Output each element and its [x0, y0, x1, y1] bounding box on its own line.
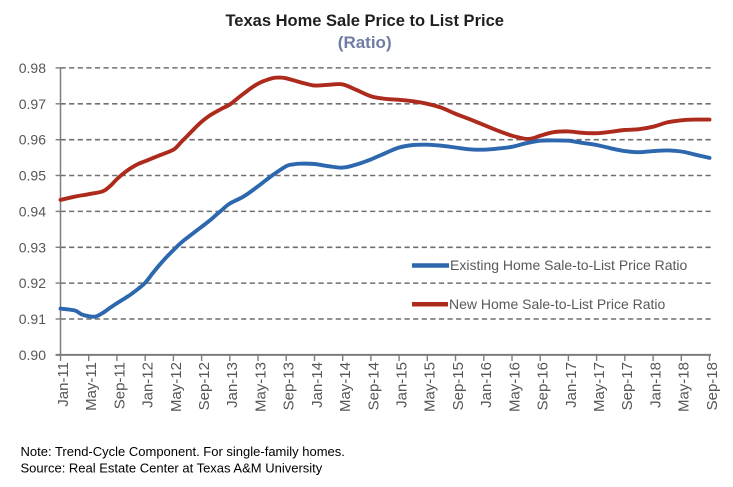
- svg-text:Source: Real Estate Center at: Source: Real Estate Center at Texas A&M …: [21, 461, 323, 476]
- svg-text:May-13: May-13: [252, 362, 269, 412]
- svg-text:Jan-14: Jan-14: [309, 362, 326, 408]
- svg-text:Sep-14: Sep-14: [365, 362, 382, 410]
- svg-text:0.91: 0.91: [19, 311, 46, 327]
- svg-text:May-18: May-18: [676, 362, 693, 412]
- svg-text:0.95: 0.95: [19, 168, 46, 184]
- svg-text:0.94: 0.94: [19, 203, 46, 219]
- svg-text:Sep-16: Sep-16: [535, 362, 552, 410]
- svg-text:Sep-13: Sep-13: [281, 362, 298, 410]
- svg-text:New Home Sale-to-List Price Ra: New Home Sale-to-List Price Ratio: [449, 296, 666, 312]
- svg-text:0.90: 0.90: [19, 347, 46, 363]
- svg-text:Existing Home Sale-to-List Pri: Existing Home Sale-to-List Price Ratio: [450, 257, 688, 273]
- svg-text:0.97: 0.97: [19, 96, 46, 112]
- svg-text:May-12: May-12: [168, 362, 185, 412]
- svg-text:0.96: 0.96: [19, 132, 46, 148]
- svg-text:May-16: May-16: [506, 362, 523, 412]
- svg-text:Note: Trend-Cycle Component. F: Note: Trend-Cycle Component. For single-…: [21, 444, 345, 459]
- svg-text:Jan-17: Jan-17: [563, 362, 580, 408]
- svg-text:May-17: May-17: [591, 362, 608, 412]
- svg-text:0.93: 0.93: [19, 239, 46, 255]
- svg-text:Jan-13: Jan-13: [224, 362, 241, 408]
- svg-text:Sep-18: Sep-18: [704, 362, 721, 410]
- svg-text:May-15: May-15: [422, 362, 439, 412]
- svg-text:Sep-15: Sep-15: [450, 362, 467, 410]
- svg-text:May-14: May-14: [337, 362, 354, 412]
- svg-text:Jan-18: Jan-18: [648, 362, 665, 408]
- svg-text:Texas Home Sale Price to List: Texas Home Sale Price to List Price: [225, 12, 504, 30]
- svg-text:0.92: 0.92: [19, 275, 46, 291]
- svg-text:Sep-11: Sep-11: [111, 362, 128, 409]
- svg-text:(Ratio): (Ratio): [338, 33, 392, 52]
- svg-text:May-11: May-11: [83, 362, 100, 411]
- svg-text:Sep-17: Sep-17: [619, 362, 636, 410]
- svg-text:Jan-11: Jan-11: [55, 362, 72, 407]
- svg-text:Jan-12: Jan-12: [140, 362, 157, 408]
- svg-text:0.98: 0.98: [19, 60, 46, 76]
- svg-text:Jan-15: Jan-15: [394, 362, 411, 408]
- svg-text:Sep-12: Sep-12: [196, 362, 213, 410]
- svg-text:Jan-16: Jan-16: [478, 362, 495, 408]
